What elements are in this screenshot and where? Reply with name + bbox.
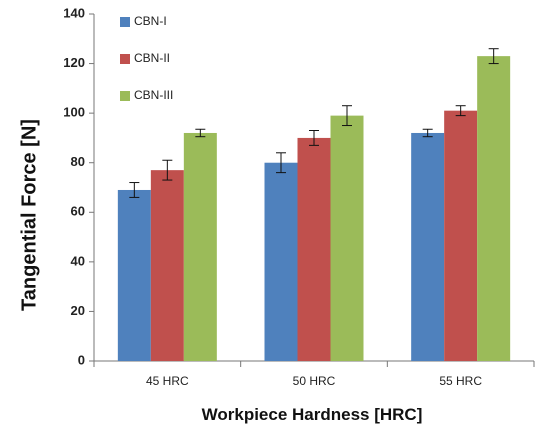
legend-swatch-cbn-ii [120, 54, 130, 64]
legend: CBN-I CBN-II CBN-III [120, 14, 173, 102]
bar-cbn-ii-1 [297, 137, 331, 361]
bar-cbn-i-2 [411, 132, 445, 361]
y-tick-label: 80 [71, 154, 85, 169]
y-tick-label: 20 [71, 303, 85, 318]
y-tick-label: 40 [71, 253, 85, 268]
y-tick-label: 0 [78, 352, 85, 367]
legend-label-cbn-i: CBN-I [134, 14, 167, 28]
y-tick-label: 60 [71, 204, 85, 219]
x-tick-label: 45 HRC [146, 374, 189, 388]
bar-cbn-iii-1 [330, 115, 364, 361]
y-tick-label: 140 [63, 5, 85, 20]
x-axis-title: Workpiece Hardness [HRC] [202, 405, 423, 424]
legend-swatch-cbn-iii [120, 91, 130, 101]
legend-swatch-cbn-i [120, 17, 130, 27]
bar-cbn-iii-2 [477, 56, 511, 362]
bar-cbn-ii-2 [444, 110, 478, 362]
bar-cbn-i-0 [117, 189, 151, 361]
bar-cbn-ii-0 [150, 170, 184, 361]
legend-label-cbn-iii: CBN-III [134, 88, 173, 102]
y-axis-title: Tangential Force [N] [18, 119, 40, 311]
y-tick-label: 100 [63, 105, 85, 120]
bar-cbn-iii-0 [183, 132, 217, 361]
bar-cbn-i-1 [264, 162, 298, 361]
y-tick-label: 120 [63, 55, 85, 70]
legend-label-cbn-ii: CBN-II [134, 51, 170, 65]
plot-area: 0 20 40 60 80 100 120 140 45 HRC 50 HRC 55 HRC [63, 5, 535, 388]
x-tick-label: 50 HRC [293, 374, 336, 388]
x-tick-label: 55 HRC [439, 374, 482, 388]
